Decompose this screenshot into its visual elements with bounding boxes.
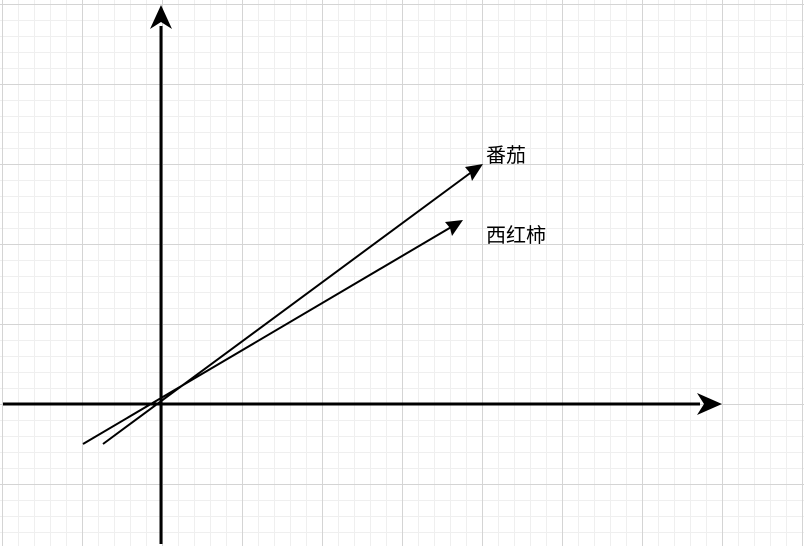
x-axis-arrowhead: [697, 393, 722, 415]
y-axis: [150, 5, 172, 544]
vector-tomato-1-arrowhead: [465, 164, 483, 181]
x-axis: [3, 393, 722, 415]
y-axis-arrowhead: [150, 5, 172, 29]
vector-label-tomato-2: 西红柿: [486, 223, 546, 247]
vector-tomato-1: [102, 164, 483, 445]
vector-tomato-2-arrowhead: [445, 220, 463, 236]
vector-tomato-2: [82, 220, 463, 445]
vector-label-tomato-1: 番茄: [486, 143, 526, 167]
